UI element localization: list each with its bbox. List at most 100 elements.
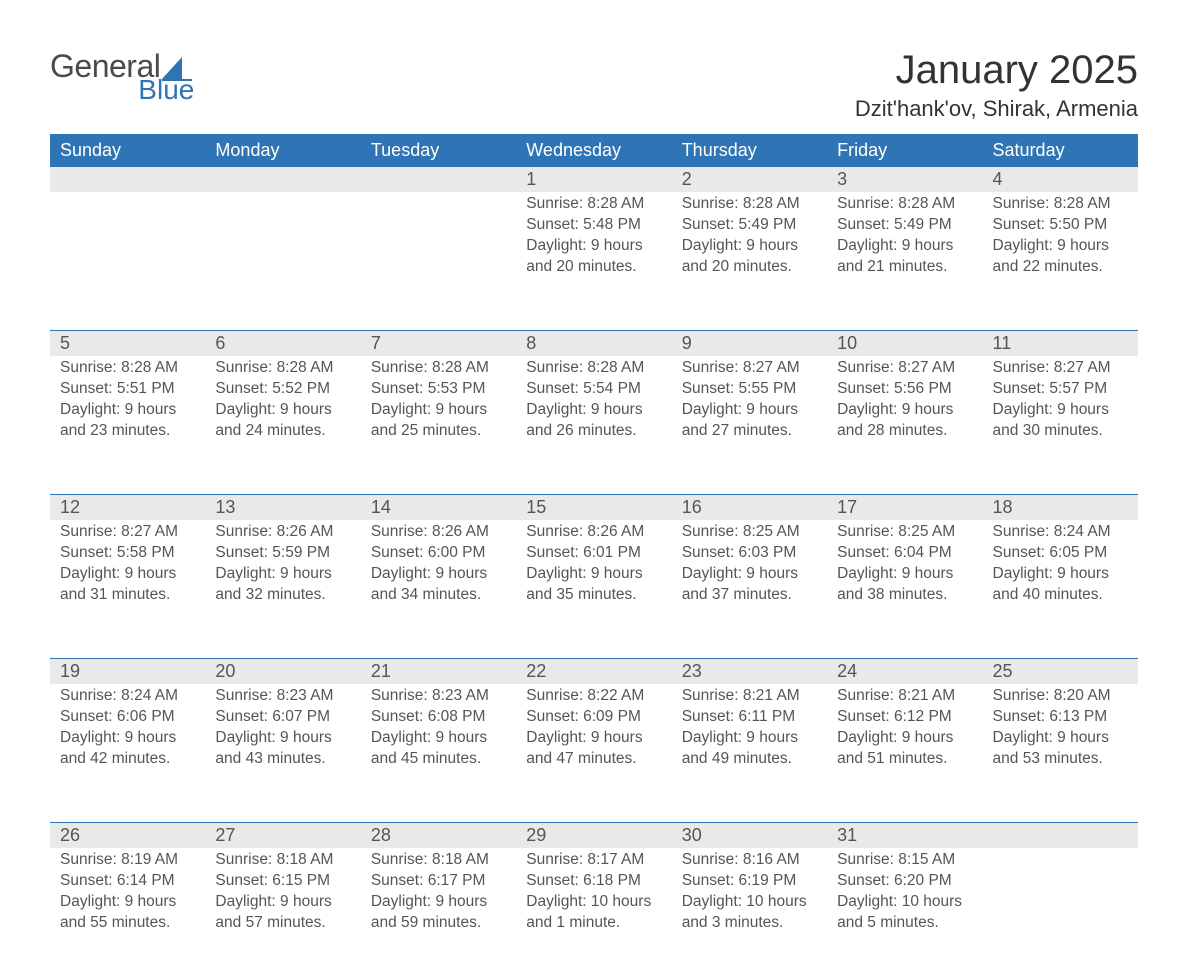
- day-cell: Sunrise: 8:21 AMSunset: 6:12 PMDaylight:…: [827, 684, 982, 812]
- sunset-line: Sunset: 6:20 PM: [837, 871, 972, 892]
- day2-line: and 27 minutes.: [682, 421, 817, 442]
- day-number: 24: [827, 659, 982, 684]
- day-cell: Sunrise: 8:15 AMSunset: 6:20 PMDaylight:…: [827, 848, 982, 976]
- day-cell: Sunrise: 8:20 AMSunset: 6:13 PMDaylight:…: [983, 684, 1138, 812]
- day-cell: Sunrise: 8:18 AMSunset: 6:17 PMDaylight:…: [361, 848, 516, 976]
- weekday-header-cell: Saturday: [983, 134, 1138, 167]
- sunset-line: Sunset: 5:53 PM: [371, 379, 506, 400]
- day1-line: Daylight: 9 hours: [60, 400, 195, 421]
- sunset-line: Sunset: 6:09 PM: [526, 707, 661, 728]
- daynum-strip: 12131415161718: [50, 495, 1138, 520]
- sunset-line: Sunset: 6:08 PM: [371, 707, 506, 728]
- day1-line: Daylight: 9 hours: [682, 728, 817, 749]
- day-number: 22: [516, 659, 671, 684]
- day-number: 25: [983, 659, 1138, 684]
- day-body: Sunrise: 8:28 AMSunset: 5:49 PMDaylight:…: [827, 192, 982, 278]
- sunrise-line: Sunrise: 8:25 AM: [682, 522, 817, 543]
- sunrise-line: Sunrise: 8:25 AM: [837, 522, 972, 543]
- sunset-line: Sunset: 6:04 PM: [837, 543, 972, 564]
- day-cell: Sunrise: 8:24 AMSunset: 6:05 PMDaylight:…: [983, 520, 1138, 648]
- day-body: Sunrise: 8:22 AMSunset: 6:09 PMDaylight:…: [516, 684, 671, 770]
- sunrise-line: Sunrise: 8:27 AM: [837, 358, 972, 379]
- day2-line: and 3 minutes.: [682, 913, 817, 934]
- day-cell: Sunrise: 8:27 AMSunset: 5:56 PMDaylight:…: [827, 356, 982, 484]
- day-body: Sunrise: 8:21 AMSunset: 6:12 PMDaylight:…: [827, 684, 982, 770]
- day-number: 11: [983, 331, 1138, 356]
- day-number: 14: [361, 495, 516, 520]
- daynum-strip: 262728293031: [50, 823, 1138, 848]
- day1-line: Daylight: 9 hours: [371, 728, 506, 749]
- day-number: 4: [983, 167, 1138, 192]
- sunrise-line: Sunrise: 8:26 AM: [371, 522, 506, 543]
- sunset-line: Sunset: 6:03 PM: [682, 543, 817, 564]
- day-body: Sunrise: 8:28 AMSunset: 5:52 PMDaylight:…: [205, 356, 360, 442]
- sunset-line: Sunset: 6:13 PM: [993, 707, 1128, 728]
- sunrise-line: Sunrise: 8:21 AM: [682, 686, 817, 707]
- day-body: Sunrise: 8:28 AMSunset: 5:49 PMDaylight:…: [672, 192, 827, 278]
- day-body: Sunrise: 8:27 AMSunset: 5:56 PMDaylight:…: [827, 356, 982, 442]
- day-number: 15: [516, 495, 671, 520]
- sunrise-line: Sunrise: 8:22 AM: [526, 686, 661, 707]
- day2-line: and 1 minute.: [526, 913, 661, 934]
- day2-line: and 5 minutes.: [837, 913, 972, 934]
- sunset-line: Sunset: 6:17 PM: [371, 871, 506, 892]
- title-block: January 2025 Dzit'hank'ov, Shirak, Armen…: [855, 50, 1138, 122]
- daynum-strip: 567891011: [50, 331, 1138, 356]
- day-cell: Sunrise: 8:23 AMSunset: 6:07 PMDaylight:…: [205, 684, 360, 812]
- daynum-strip: 1234: [50, 167, 1138, 192]
- day-cell: Sunrise: 8:21 AMSunset: 6:11 PMDaylight:…: [672, 684, 827, 812]
- day1-line: Daylight: 9 hours: [526, 728, 661, 749]
- day-body: Sunrise: 8:28 AMSunset: 5:53 PMDaylight:…: [361, 356, 516, 442]
- day-number: 23: [672, 659, 827, 684]
- weekday-header-cell: Tuesday: [361, 134, 516, 167]
- day-cell: Sunrise: 8:16 AMSunset: 6:19 PMDaylight:…: [672, 848, 827, 976]
- daynum-strip: 19202122232425: [50, 659, 1138, 684]
- day1-line: Daylight: 9 hours: [682, 236, 817, 257]
- calendar-week-row: Sunrise: 8:27 AMSunset: 5:58 PMDaylight:…: [50, 520, 1138, 648]
- day1-line: Daylight: 9 hours: [60, 728, 195, 749]
- day1-line: Daylight: 9 hours: [837, 236, 972, 257]
- day-cell: Sunrise: 8:25 AMSunset: 6:04 PMDaylight:…: [827, 520, 982, 648]
- sunrise-line: Sunrise: 8:23 AM: [371, 686, 506, 707]
- day-cell: Sunrise: 8:28 AMSunset: 5:54 PMDaylight:…: [516, 356, 671, 484]
- sunset-line: Sunset: 5:59 PM: [215, 543, 350, 564]
- day-number: 10: [827, 331, 982, 356]
- day-cell: Sunrise: 8:26 AMSunset: 6:01 PMDaylight:…: [516, 520, 671, 648]
- day-cell: Sunrise: 8:25 AMSunset: 6:03 PMDaylight:…: [672, 520, 827, 648]
- day-body: Sunrise: 8:20 AMSunset: 6:13 PMDaylight:…: [983, 684, 1138, 770]
- day2-line: and 45 minutes.: [371, 749, 506, 770]
- day1-line: Daylight: 9 hours: [993, 400, 1128, 421]
- day-number: 30: [672, 823, 827, 848]
- day2-line: and 38 minutes.: [837, 585, 972, 606]
- day-body: Sunrise: 8:28 AMSunset: 5:51 PMDaylight:…: [50, 356, 205, 442]
- day-body: Sunrise: 8:28 AMSunset: 5:48 PMDaylight:…: [516, 192, 671, 278]
- sunset-line: Sunset: 6:00 PM: [371, 543, 506, 564]
- day2-line: and 35 minutes.: [526, 585, 661, 606]
- sunset-line: Sunset: 6:14 PM: [60, 871, 195, 892]
- sunrise-line: Sunrise: 8:27 AM: [993, 358, 1128, 379]
- day-number: 20: [205, 659, 360, 684]
- day1-line: Daylight: 9 hours: [60, 564, 195, 585]
- sunrise-line: Sunrise: 8:24 AM: [60, 686, 195, 707]
- sunset-line: Sunset: 6:07 PM: [215, 707, 350, 728]
- day-number: 18: [983, 495, 1138, 520]
- day2-line: and 20 minutes.: [682, 257, 817, 278]
- weekday-header-cell: Friday: [827, 134, 982, 167]
- day2-line: and 57 minutes.: [215, 913, 350, 934]
- sunset-line: Sunset: 5:49 PM: [837, 215, 972, 236]
- day1-line: Daylight: 9 hours: [526, 400, 661, 421]
- day-number: 16: [672, 495, 827, 520]
- sail-triangle-icon: [162, 57, 182, 79]
- day1-line: Daylight: 9 hours: [215, 892, 350, 913]
- sunset-line: Sunset: 6:19 PM: [682, 871, 817, 892]
- sunrise-line: Sunrise: 8:28 AM: [682, 194, 817, 215]
- sunrise-line: Sunrise: 8:28 AM: [371, 358, 506, 379]
- day1-line: Daylight: 9 hours: [682, 564, 817, 585]
- day-number: 31: [827, 823, 982, 848]
- day1-line: Daylight: 9 hours: [526, 236, 661, 257]
- day-number: 27: [205, 823, 360, 848]
- day-number: [205, 167, 360, 192]
- day-body: Sunrise: 8:24 AMSunset: 6:05 PMDaylight:…: [983, 520, 1138, 606]
- day-body: Sunrise: 8:16 AMSunset: 6:19 PMDaylight:…: [672, 848, 827, 934]
- day-cell: Sunrise: 8:28 AMSunset: 5:51 PMDaylight:…: [50, 356, 205, 484]
